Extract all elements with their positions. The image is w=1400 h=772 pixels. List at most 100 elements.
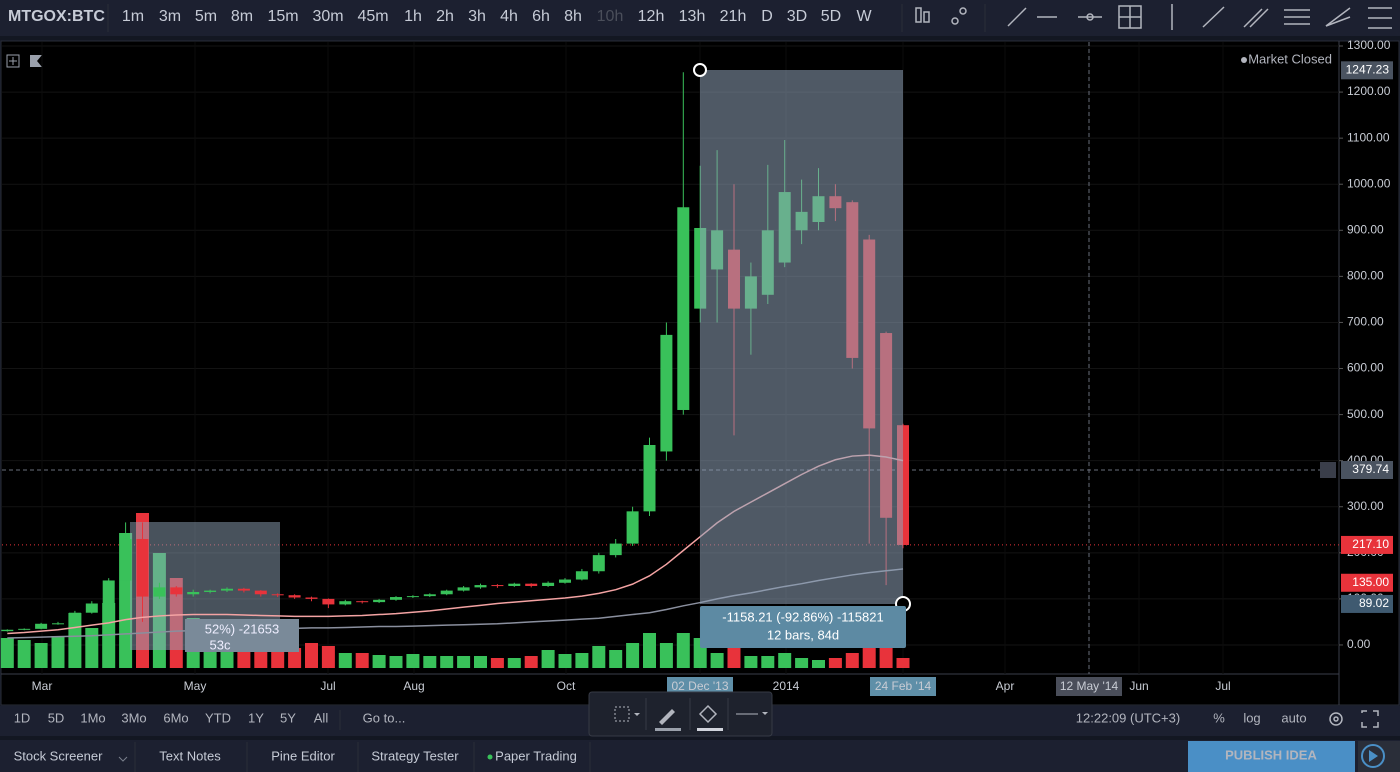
candle-body [440,590,453,595]
volume-bar [845,653,859,668]
interval-button[interactable]: 30m [312,8,343,25]
interval-button[interactable]: 12h [638,8,665,25]
interval-button[interactable]: 5D [821,8,841,25]
range-button[interactable]: 1D [14,710,31,725]
interval-button[interactable]: 4h [500,8,518,25]
candle-body [68,612,81,624]
candle-body [136,538,149,597]
x-tick-label: Apr [996,679,1015,693]
tab[interactable]: Stock Screener [14,748,104,763]
volume-bar [440,656,454,668]
auto-toggle[interactable]: auto [1281,710,1306,725]
publish-label[interactable]: PUBLISH IDEA [1225,747,1317,762]
measure-label-box [185,619,299,652]
interval-button[interactable]: 1h [404,8,422,25]
candle-body [18,628,31,630]
volume-bar [0,638,14,668]
volume-bar [778,653,792,668]
price-label-box [1341,594,1393,613]
interval-button[interactable]: 3m [159,8,181,25]
candle-body [626,511,639,544]
price-label: 89.02 [1359,596,1389,610]
measure-box [700,70,903,604]
volume-bar [389,656,403,668]
candle-body [491,585,504,587]
interval-button[interactable]: 5m [195,8,217,25]
volume-bar [305,643,318,668]
volume-bar [406,654,420,668]
candle-body [525,583,538,586]
volume-bar [457,656,471,668]
percent-toggle[interactable]: % [1213,710,1225,725]
play-button[interactable] [1358,741,1400,772]
symbol[interactable]: MTGOX:BTC [8,8,105,25]
y-tick-label: 700.00 [1347,315,1384,329]
range-button[interactable]: 1Mo [80,710,105,725]
interval-button[interactable]: 15m [267,8,298,25]
candle-body [204,590,217,592]
tab[interactable]: Paper Trading [495,748,577,763]
range-button[interactable]: 1Y [248,710,264,725]
range-button[interactable]: YTD [205,710,231,725]
candle-body [85,603,98,613]
log-toggle[interactable]: log [1243,710,1260,725]
candle-body [474,585,487,588]
x-tick-label: 02 Dec '13 [672,679,729,693]
y-tick-label: 1000.00 [1347,176,1391,190]
interval-button[interactable]: 3h [468,8,486,25]
x-tick-label: May [184,679,207,693]
goto-button[interactable]: Go to... [363,710,406,725]
interval-button[interactable]: 8h [564,8,582,25]
tab[interactable]: Pine Editor [271,748,335,763]
interval-button[interactable]: 2h [436,8,454,25]
price-label-box [1341,573,1393,592]
interval-button[interactable]: 3D [787,8,807,25]
price-label-box [1341,61,1393,80]
candle-body [423,594,436,597]
volume-bar [51,636,65,668]
candle-body [35,623,48,629]
measure-span: 12 bars, 84d [767,627,839,642]
measure-span: 53c [210,637,231,652]
range-button[interactable]: 5Y [280,710,296,725]
plot: 0.00100.00200.00300.00400.00500.00600.00… [0,38,1393,696]
range-button[interactable]: All [314,710,329,725]
publish-button[interactable] [1188,741,1355,772]
time-highlight [1056,677,1122,696]
price-label: 1247.23 [1346,62,1390,76]
interval-button[interactable]: D [761,8,773,25]
interval-button[interactable]: 10h [597,8,624,25]
interval-button[interactable]: 13h [679,8,706,25]
settings-icons[interactable] [1329,710,1379,728]
volume-bar [372,655,386,668]
range-button[interactable]: 5D [48,710,65,725]
drawing-toolbar[interactable] [588,691,773,737]
range-buttons: 1D 5D 1Mo 3Mo 6Mo YTD 1Y 5Y All [14,710,329,725]
interval-button[interactable]: 8m [231,8,253,25]
candle-body [153,587,166,597]
volume-bar [727,648,741,668]
crosshair-plus [1320,462,1336,479]
candle-body [390,597,402,600]
candle-body [592,555,605,572]
volume-bar [507,658,521,668]
price-label-box [1341,535,1393,554]
candle-body [356,601,369,603]
volume-bar [862,648,876,668]
candle-body [52,623,64,625]
y-tick-label: 1200.00 [1347,84,1391,98]
tab[interactable]: Text Notes [159,748,221,763]
x-tick-label: 24 Feb '14 [875,679,932,693]
tab[interactable]: Strategy Tester [371,748,459,763]
interval-button[interactable]: W [856,8,872,25]
interval-button[interactable]: 6h [532,8,550,25]
candle-body [542,582,555,586]
range-button[interactable]: 3Mo [121,710,146,725]
interval-button[interactable]: 1m [122,8,144,25]
range-button[interactable]: 6Mo [163,710,188,725]
volume-bar [812,660,825,668]
interval-button[interactable]: 21h [720,8,747,25]
interval-button[interactable]: 45m [357,8,388,25]
candle-body [373,599,386,603]
measure-handle[interactable] [693,63,707,77]
